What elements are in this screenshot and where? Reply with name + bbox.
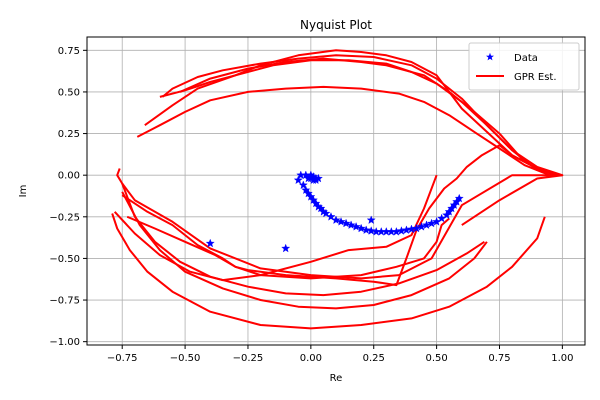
- legend-gpr-label: GPR Est.: [514, 72, 557, 83]
- data-point: [422, 220, 432, 229]
- y-tick-label: −0.50: [49, 254, 80, 265]
- gpr-estimate-line: [126, 215, 450, 280]
- data-point: [416, 222, 427, 231]
- y-tick-label: 0.00: [58, 171, 80, 182]
- data-point: [432, 217, 442, 226]
- x-tick-label: −0.50: [170, 353, 201, 364]
- data-point: [427, 218, 437, 228]
- x-tick-label: 1.00: [551, 353, 573, 364]
- plot-content: [111, 49, 564, 330]
- x-tick-label: 0.25: [363, 353, 385, 364]
- plot-area: [111, 49, 564, 330]
- x-tick-label: 0.50: [425, 353, 447, 364]
- gpr-estimate-line: [136, 85, 551, 177]
- x-tick-label: 0.00: [300, 353, 322, 364]
- x-tick-label: −0.75: [107, 353, 138, 364]
- x-tick-label: −0.25: [233, 353, 264, 364]
- data-point: [281, 243, 291, 253]
- x-tick-label: 0.75: [488, 353, 510, 364]
- y-axis-label: Im: [18, 185, 29, 198]
- gpr-estimate-line: [121, 191, 488, 310]
- data-point: [303, 173, 313, 183]
- data-point: [205, 238, 215, 248]
- legend-data-label: Data: [514, 53, 538, 64]
- x-axis-ticks: −0.75 −0.50 −0.25 0.00 0.25 0.50 0.75 1.00: [107, 345, 573, 364]
- data-point: [298, 180, 308, 190]
- y-tick-label: 0.25: [58, 129, 80, 140]
- data-point: [401, 225, 411, 234]
- gpr-estimate-line: [116, 168, 564, 280]
- y-tick-label: 0.75: [58, 46, 80, 57]
- y-tick-label: −1.00: [49, 337, 80, 348]
- legend: Data GPR Est.: [468, 42, 580, 91]
- data-point: [411, 223, 422, 233]
- chart-title: Nyquist Plot: [300, 18, 372, 32]
- data-point: [437, 213, 447, 223]
- gpr-estimate-line: [113, 174, 438, 282]
- data-point: [444, 207, 454, 216]
- y-axis-ticks: 0.75 0.50 0.25 0.00 −0.25 −0.50 −0.75 −1.00: [49, 46, 87, 348]
- data-point: [442, 210, 452, 220]
- data-point: [406, 224, 416, 234]
- legend-box: [468, 42, 580, 91]
- data-point: [293, 175, 303, 185]
- data-point: [366, 215, 376, 224]
- gpr-estimate-line: [179, 57, 526, 163]
- plot-frame: [86, 36, 586, 346]
- gpr-estimate-line: [121, 183, 485, 297]
- x-axis-label: Re: [330, 373, 343, 384]
- data-point: [301, 185, 311, 195]
- y-tick-label: 0.50: [58, 87, 80, 98]
- gpr-estimate-line: [111, 213, 546, 330]
- data-point: [396, 226, 406, 235]
- gpr-estimate-line: [121, 144, 563, 287]
- legend-data-marker: [486, 52, 494, 61]
- y-tick-label: −0.25: [49, 212, 80, 223]
- y-tick-label: −0.75: [49, 296, 80, 307]
